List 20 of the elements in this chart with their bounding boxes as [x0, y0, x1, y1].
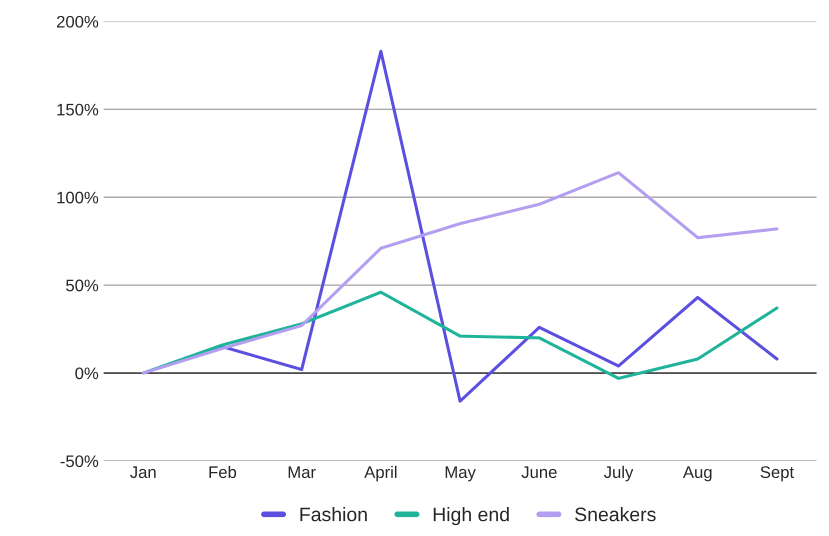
y-tick-label: 0%: [75, 367, 98, 380]
x-tick-label: July: [604, 466, 634, 482]
x-tick-label: Sept: [760, 466, 794, 482]
y-tick-label: 200%: [56, 16, 98, 28]
y-tick-label: 50%: [66, 280, 98, 292]
x-tick-label: April: [364, 466, 396, 482]
legend-label: High end: [434, 507, 509, 526]
x-tick-label: Feb: [209, 466, 236, 478]
y-tick-label: -50%: [60, 455, 98, 468]
x-tick-label: Mar: [288, 466, 316, 478]
y-tick-label: 150%: [57, 104, 98, 116]
y-tick-label: 100%: [57, 192, 98, 204]
legend-label: Fashion: [300, 507, 367, 522]
x-tick-label: Jan: [130, 466, 156, 478]
x-tick-label: Aug: [682, 466, 712, 482]
x-tick-label: May: [446, 466, 476, 482]
line-series: [142, 290, 778, 380]
x-tick-label: June: [522, 466, 557, 478]
legend-label: Sneakers: [575, 507, 656, 522]
line-series: [142, 171, 778, 375]
